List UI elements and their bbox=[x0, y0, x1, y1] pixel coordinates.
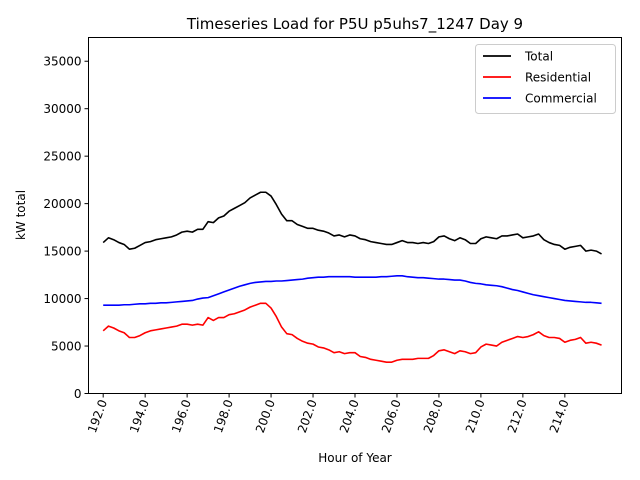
y-tick-label: 10000 bbox=[43, 292, 81, 306]
y-tick-label: 35000 bbox=[43, 55, 81, 69]
legend-label-commercial: Commercial bbox=[525, 92, 597, 106]
y-axis-label: kW total bbox=[14, 190, 28, 240]
series-layer bbox=[102, 191, 602, 363]
y-tick-label: 20000 bbox=[43, 197, 81, 211]
y-tick-label: 25000 bbox=[43, 150, 81, 164]
legend-label-residential: Residential bbox=[525, 71, 591, 85]
y-tick-label: 30000 bbox=[43, 102, 81, 116]
series-line-residential bbox=[102, 302, 602, 363]
series-line-commercial bbox=[103, 274, 602, 307]
chart-title: Timeseries Load for P5U p5uhs7_1247 Day … bbox=[186, 15, 523, 34]
y-tick-label: 0 bbox=[74, 387, 82, 401]
legend: Total Residential Commercial bbox=[475, 44, 616, 114]
y-tick-label: 5000 bbox=[51, 340, 82, 354]
x-axis-label: Hour of Year bbox=[318, 451, 392, 465]
y-axis: 0 5000 10000 15000 20000 25000 30000 35000 bbox=[43, 55, 89, 401]
y-tick-label: 15000 bbox=[43, 245, 81, 259]
legend-label-total: Total bbox=[524, 50, 553, 64]
legend-box bbox=[475, 44, 616, 114]
series-line-total bbox=[102, 191, 602, 255]
